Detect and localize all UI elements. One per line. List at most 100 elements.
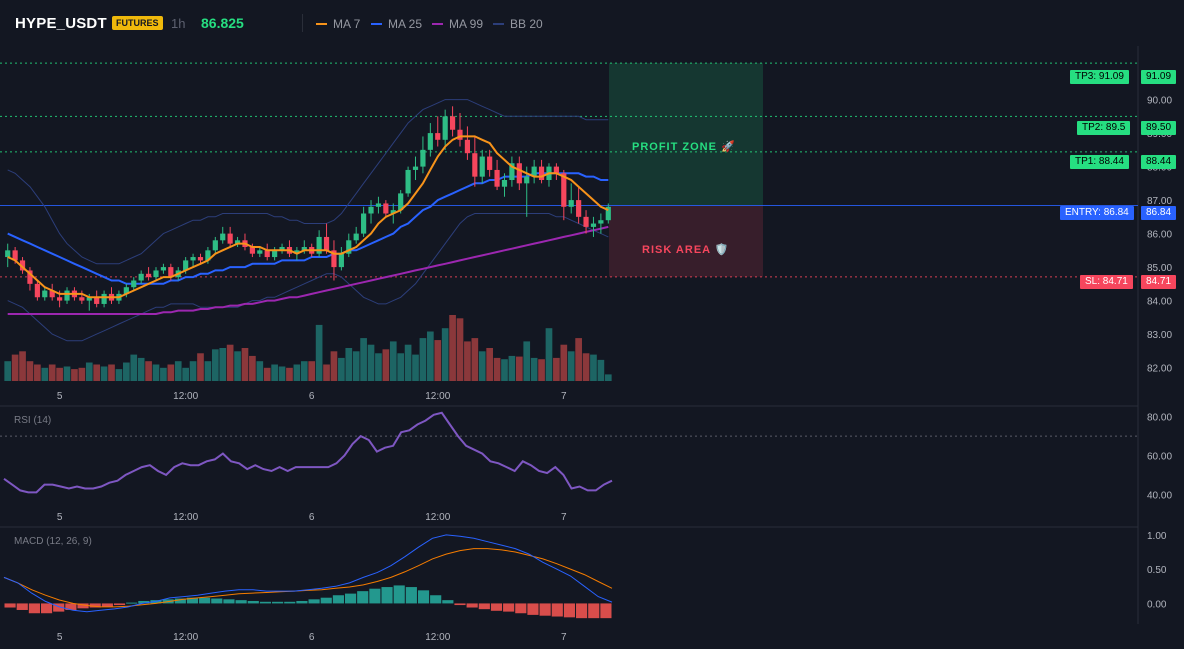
candle-body	[294, 250, 300, 254]
volume-bar	[501, 359, 508, 381]
volume-bar	[152, 364, 160, 381]
last-price: 86.825	[201, 15, 244, 31]
volume-bar	[241, 348, 249, 381]
sl-level-tag[interactable]: SL: 84.71	[1080, 275, 1133, 289]
volume-bar	[323, 364, 330, 381]
candle-body	[405, 169, 411, 194]
tp2-level-tag[interactable]: TP2: 89.5	[1077, 121, 1131, 135]
symbol-name[interactable]: HYPE_USDT	[15, 15, 107, 32]
candle-body	[12, 250, 18, 261]
candle-body	[487, 156, 493, 170]
macd-tick-label: 1.00	[1147, 531, 1167, 542]
macd-histogram-bar	[272, 601, 284, 604]
volume-bar	[538, 359, 545, 381]
macd-time-tick: 12:00	[173, 632, 198, 643]
macd-pane-title: MACD (12, 26, 9)	[14, 536, 92, 547]
candle-body	[538, 166, 545, 180]
header-divider	[302, 14, 303, 32]
volume-bar	[315, 324, 323, 381]
macd-histogram-bar	[126, 602, 138, 604]
volume-bar	[130, 354, 138, 381]
macd-time-tick: 5	[57, 632, 63, 643]
candle-body	[398, 193, 404, 211]
profit-zone-box	[609, 63, 763, 206]
volume-bar	[93, 364, 101, 381]
legend-bb20-label: BB 20	[510, 17, 543, 31]
candle-body	[435, 133, 441, 140]
legend-ma7-label: MA 7	[333, 17, 361, 31]
futures-badge: FUTURES	[112, 16, 163, 30]
rsi-tick-label: 40.00	[1147, 490, 1172, 501]
legend-bb20[interactable]: BB 20	[493, 17, 543, 31]
timeframe-label[interactable]: 1h	[171, 16, 186, 31]
main-time-tick: 12:00	[425, 391, 450, 402]
candle-body	[279, 247, 285, 251]
candle-body	[338, 253, 344, 268]
volume-bar	[352, 351, 360, 381]
macd-histogram-bar	[490, 603, 503, 611]
candle-body	[101, 293, 107, 304]
volume-bar	[219, 348, 227, 381]
candle-body	[479, 156, 485, 177]
candle-body	[331, 250, 337, 268]
legend-ma99[interactable]: MA 99	[432, 17, 483, 31]
price-tick-label: 82.00	[1147, 364, 1172, 375]
macd-time-tick: 12:00	[425, 632, 450, 643]
volume-bar	[434, 340, 442, 381]
volume-bar	[590, 354, 597, 381]
volume-bar	[493, 357, 501, 381]
legend-ma25[interactable]: MA 25	[371, 17, 422, 31]
macd-histogram-bar	[357, 591, 369, 604]
tp1-axis-tag: 88.44	[1141, 155, 1177, 169]
candle-body	[449, 116, 456, 130]
volume-bar	[278, 366, 286, 381]
macd-histogram-bar	[113, 603, 126, 606]
main-time-tick: 7	[561, 391, 567, 402]
macd-tick-label: 0.50	[1147, 565, 1167, 576]
macd-histogram-bar	[138, 600, 150, 604]
candle-body	[323, 236, 330, 251]
macd-histogram-bar	[588, 603, 600, 619]
volume-bar	[449, 315, 456, 381]
candle-body	[576, 200, 582, 217]
macd-histogram-bar	[4, 603, 16, 608]
candle-body	[212, 240, 218, 251]
candle-body	[145, 273, 152, 278]
ma99-line	[7, 225, 609, 315]
volume-bar	[197, 353, 204, 381]
volume-bar	[427, 331, 434, 381]
bb20-swatch-icon	[493, 23, 504, 25]
candle-body	[49, 290, 55, 298]
macd-signal-line	[3, 548, 613, 608]
rsi-tick-label: 80.00	[1147, 413, 1172, 424]
entry-level-tag[interactable]: ENTRY: 86.84	[1060, 206, 1134, 220]
volume-bar	[123, 362, 130, 381]
macd-histogram-bar	[174, 598, 186, 604]
entry-axis-tag: 86.84	[1141, 206, 1177, 220]
candle-body	[353, 233, 359, 241]
volume-bar	[404, 344, 412, 381]
candle-body	[34, 283, 40, 298]
volume-bar	[78, 367, 86, 381]
tp1-level-tag[interactable]: TP1: 88.44	[1070, 155, 1129, 169]
volume-bar	[382, 349, 390, 381]
macd-histogram-bar	[186, 597, 199, 604]
legend-ma7[interactable]: MA 7	[316, 17, 360, 31]
macd-histogram-bar	[296, 600, 308, 604]
candle-body	[123, 287, 129, 294]
macd-histogram-bar	[503, 603, 515, 612]
rsi-line	[3, 411, 613, 494]
macd-histogram-bar	[344, 593, 357, 604]
tp3-level-tag[interactable]: TP3: 91.09	[1070, 70, 1129, 84]
candle-body	[464, 139, 471, 154]
volume-bar	[271, 364, 278, 381]
volume-bar	[137, 357, 145, 381]
candle-body	[183, 260, 189, 271]
price-tick-label: 83.00	[1147, 330, 1172, 341]
macd-histogram-bar	[478, 603, 490, 610]
volume-bar	[234, 351, 241, 381]
volume-bar	[145, 361, 152, 381]
volume-bar	[249, 355, 256, 381]
rsi-time-tick: 12:00	[425, 512, 450, 523]
